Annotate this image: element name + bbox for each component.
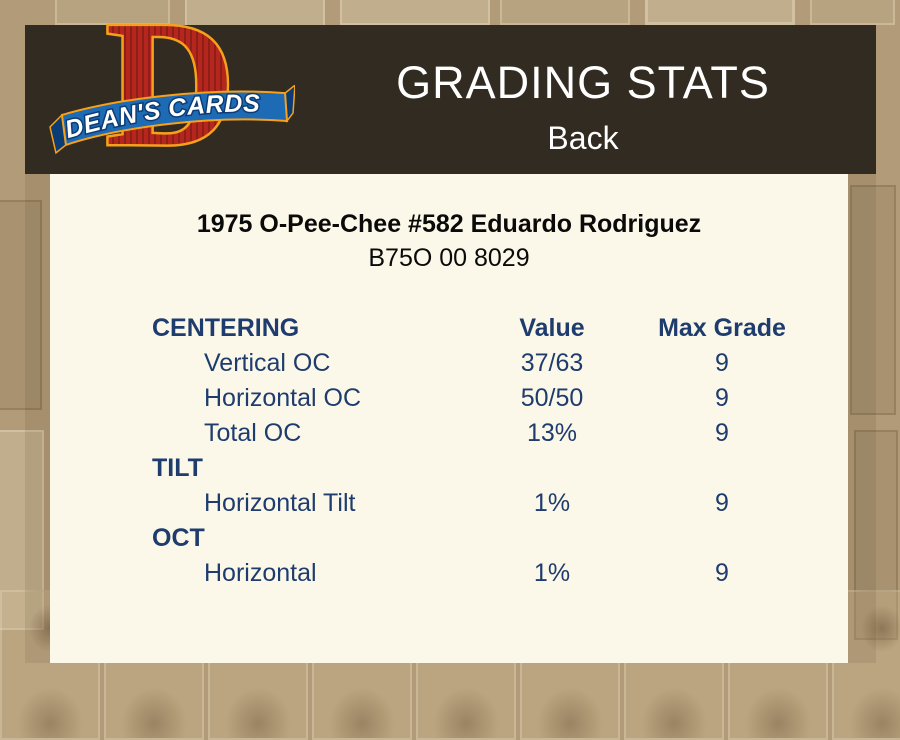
row-label: Horizontal OC bbox=[204, 384, 361, 412]
table-row: Horizontal OC 50/50 9 bbox=[152, 381, 848, 416]
logo-monogram-d-stripes: D bbox=[48, 0, 293, 174]
grading-stats-table: CENTERING Value Max Grade Vertical OC 37… bbox=[50, 311, 848, 591]
ribbon-band bbox=[60, 90, 289, 147]
page-title: GRADING STATS bbox=[396, 57, 770, 108]
background-card bbox=[500, 0, 630, 25]
panel-shadow-right bbox=[848, 174, 876, 663]
background-card bbox=[0, 200, 42, 410]
table-header-row: CENTERING Value Max Grade bbox=[152, 311, 848, 346]
row-value: 50/50 bbox=[520, 384, 584, 412]
section-label: OCT bbox=[152, 524, 205, 552]
row-max-grade bbox=[632, 521, 812, 556]
row-max-grade: 9 bbox=[715, 559, 729, 587]
row-label: Horizontal Tilt bbox=[204, 489, 356, 517]
row-label: Horizontal bbox=[204, 559, 317, 587]
row-max-grade bbox=[632, 451, 812, 486]
row-value: 37/63 bbox=[520, 349, 584, 377]
background-card bbox=[854, 430, 898, 640]
card-title: 1975 O-Pee-Chee #582 Eduardo Rodriguez bbox=[196, 210, 702, 238]
background-card bbox=[340, 0, 490, 25]
table-row: Total OC 13% 9 bbox=[152, 416, 848, 451]
table-row: Horizontal 1% 9 bbox=[152, 556, 848, 591]
background-card bbox=[0, 430, 44, 630]
table-row: Horizontal Tilt 1% 9 bbox=[152, 486, 848, 521]
row-max-grade: 9 bbox=[715, 384, 729, 412]
page-subtitle: Back bbox=[547, 120, 619, 156]
logo-ribbon: DEAN'S CARDS bbox=[49, 85, 295, 155]
row-max-grade: 9 bbox=[715, 489, 729, 517]
row-label: Vertical OC bbox=[204, 349, 331, 377]
column-header-centering: CENTERING bbox=[152, 314, 300, 342]
row-max-grade: 9 bbox=[715, 419, 729, 447]
table-section-row: OCT bbox=[152, 521, 848, 556]
row-value: 1% bbox=[533, 489, 571, 517]
table-section-row: TILT bbox=[152, 451, 848, 486]
header-bar: D D DEAN'S CARDS GRADING STATS Back bbox=[25, 0, 876, 176]
panel-shadow-left bbox=[25, 174, 50, 663]
background-card bbox=[55, 0, 170, 25]
section-label: TILT bbox=[152, 454, 203, 482]
row-value bbox=[472, 521, 632, 556]
table-row: Vertical OC 37/63 9 bbox=[152, 346, 848, 381]
row-value bbox=[472, 451, 632, 486]
column-header-max-grade: Max Grade bbox=[658, 314, 786, 342]
logo-banner-text: DEAN'S CARDS bbox=[62, 90, 260, 145]
logo-monogram-d: D bbox=[48, 0, 293, 176]
background-card bbox=[850, 185, 896, 415]
column-header-value: Value bbox=[519, 314, 585, 342]
row-value: 1% bbox=[533, 559, 571, 587]
content-panel: 1975 O-Pee-Chee #582 Eduardo Rodriguez B… bbox=[50, 174, 848, 663]
deans-cards-logo: D D DEAN'S CARDS bbox=[48, 0, 295, 176]
row-label: Total OC bbox=[204, 419, 302, 447]
row-max-grade: 9 bbox=[715, 349, 729, 377]
background-card bbox=[645, 0, 795, 25]
card-serial-number: B75O 00 8029 bbox=[368, 244, 530, 272]
header-titles: GRADING STATS Back bbox=[290, 25, 876, 174]
row-value: 13% bbox=[526, 419, 578, 447]
background-card bbox=[810, 0, 895, 25]
